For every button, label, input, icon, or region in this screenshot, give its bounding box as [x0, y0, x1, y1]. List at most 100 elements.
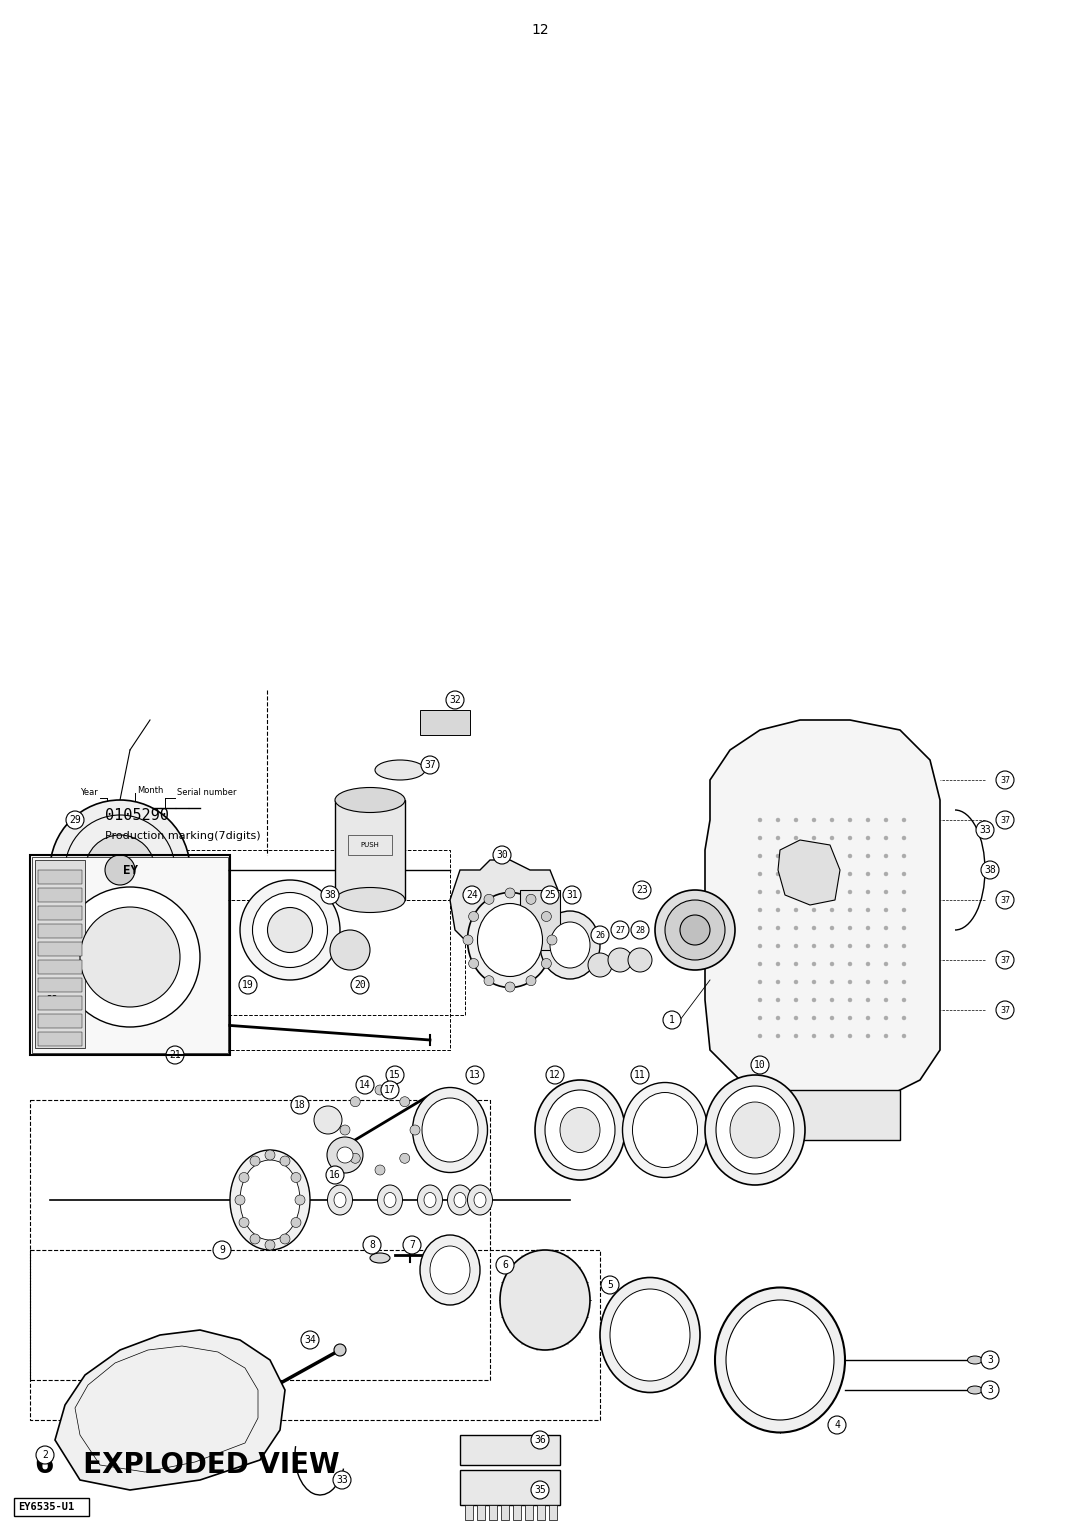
- Circle shape: [902, 979, 906, 984]
- Circle shape: [526, 894, 536, 905]
- Circle shape: [563, 886, 581, 905]
- Circle shape: [291, 1218, 301, 1227]
- Ellipse shape: [230, 1151, 310, 1250]
- Text: 11: 11: [634, 1070, 646, 1080]
- Circle shape: [777, 1034, 780, 1038]
- Circle shape: [794, 926, 798, 931]
- Bar: [740, 1089, 900, 1140]
- Circle shape: [812, 854, 816, 859]
- Ellipse shape: [375, 759, 426, 779]
- Circle shape: [996, 1001, 1014, 1019]
- Circle shape: [505, 888, 515, 898]
- Circle shape: [831, 872, 834, 876]
- Circle shape: [996, 891, 1014, 909]
- Text: 4: 4: [834, 1420, 840, 1430]
- Circle shape: [866, 817, 870, 822]
- Circle shape: [469, 958, 478, 969]
- Circle shape: [631, 1067, 649, 1083]
- Text: 3: 3: [987, 1384, 993, 1395]
- Circle shape: [902, 944, 906, 947]
- Circle shape: [340, 1125, 350, 1135]
- Circle shape: [591, 926, 609, 944]
- Text: 13: 13: [469, 1070, 481, 1080]
- Circle shape: [588, 953, 612, 976]
- Circle shape: [327, 1137, 363, 1174]
- Circle shape: [885, 944, 888, 947]
- Text: 29: 29: [69, 814, 81, 825]
- Ellipse shape: [413, 1088, 487, 1172]
- Circle shape: [541, 912, 552, 921]
- Circle shape: [848, 926, 852, 931]
- Circle shape: [866, 889, 870, 894]
- Circle shape: [866, 963, 870, 966]
- Ellipse shape: [600, 1277, 700, 1392]
- Circle shape: [758, 944, 762, 947]
- Bar: [460, 1435, 561, 1465]
- Text: 34: 34: [305, 1335, 315, 1345]
- Circle shape: [463, 886, 481, 905]
- Text: 17: 17: [384, 1085, 396, 1096]
- Circle shape: [794, 817, 798, 822]
- Circle shape: [848, 944, 852, 947]
- Circle shape: [866, 872, 870, 876]
- Circle shape: [375, 1085, 384, 1096]
- Circle shape: [239, 976, 257, 995]
- Circle shape: [314, 1106, 342, 1134]
- Text: 37: 37: [1000, 816, 1010, 825]
- Circle shape: [831, 817, 834, 822]
- Circle shape: [794, 998, 798, 1002]
- Circle shape: [902, 1034, 906, 1038]
- Circle shape: [885, 817, 888, 822]
- Text: Year: Year: [80, 787, 98, 796]
- Circle shape: [280, 1157, 291, 1166]
- Text: Month: Month: [137, 785, 163, 795]
- Circle shape: [996, 772, 1014, 788]
- Circle shape: [43, 992, 60, 1008]
- Circle shape: [831, 1034, 834, 1038]
- Circle shape: [758, 817, 762, 822]
- Circle shape: [758, 1016, 762, 1021]
- Circle shape: [777, 1016, 780, 1021]
- Ellipse shape: [680, 915, 710, 944]
- Circle shape: [885, 889, 888, 894]
- Text: 14: 14: [360, 1080, 370, 1089]
- Circle shape: [848, 1034, 852, 1038]
- Text: 6   EXPLODED VIEW: 6 EXPLODED VIEW: [35, 1452, 339, 1479]
- Circle shape: [902, 1016, 906, 1021]
- Circle shape: [866, 1016, 870, 1021]
- Polygon shape: [450, 860, 561, 960]
- Circle shape: [633, 882, 651, 898]
- Circle shape: [403, 1236, 421, 1254]
- Circle shape: [866, 1034, 870, 1038]
- Circle shape: [400, 1154, 409, 1163]
- Circle shape: [375, 1164, 384, 1175]
- Circle shape: [848, 908, 852, 912]
- Bar: [30, 856, 230, 1054]
- Ellipse shape: [665, 900, 725, 960]
- Circle shape: [866, 944, 870, 947]
- Circle shape: [831, 1016, 834, 1021]
- Circle shape: [777, 963, 780, 966]
- Circle shape: [996, 950, 1014, 969]
- Ellipse shape: [335, 888, 405, 912]
- Circle shape: [981, 860, 999, 879]
- Text: 15: 15: [389, 1070, 401, 1080]
- Circle shape: [166, 1047, 184, 1063]
- Ellipse shape: [622, 1082, 707, 1178]
- Circle shape: [831, 926, 834, 931]
- Circle shape: [794, 836, 798, 840]
- Bar: [519, 889, 561, 950]
- Circle shape: [794, 1034, 798, 1038]
- Circle shape: [758, 979, 762, 984]
- Bar: [460, 1470, 561, 1505]
- Text: 37: 37: [1000, 895, 1010, 905]
- Circle shape: [794, 1016, 798, 1021]
- Ellipse shape: [477, 903, 542, 976]
- Ellipse shape: [240, 1160, 300, 1241]
- Circle shape: [484, 894, 494, 905]
- Circle shape: [777, 944, 780, 947]
- Ellipse shape: [561, 1108, 600, 1152]
- Text: 8: 8: [369, 1241, 375, 1250]
- Text: 5: 5: [607, 1280, 613, 1290]
- Text: 38: 38: [984, 865, 996, 876]
